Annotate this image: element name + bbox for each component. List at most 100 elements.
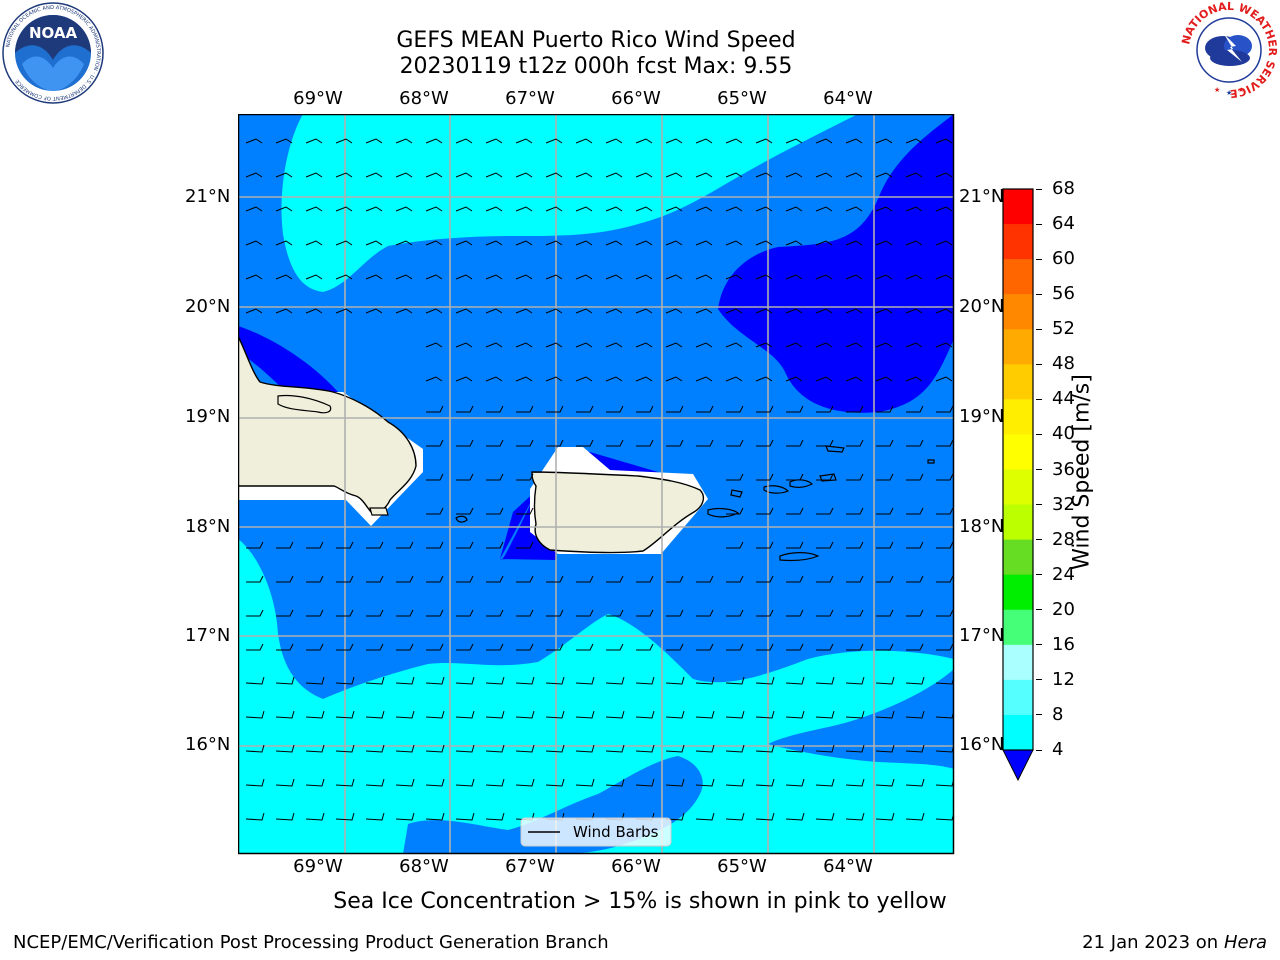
wind-barb xyxy=(365,172,383,178)
wind-barb xyxy=(545,206,563,212)
lon-tick-top-64w: 64°W xyxy=(823,88,873,109)
wind-barb xyxy=(756,439,774,447)
footer-date-text: 21 Jan 2023 on xyxy=(1082,932,1224,953)
wind-barb xyxy=(485,308,503,314)
colorbar-box xyxy=(1003,504,1033,541)
wind-barb xyxy=(546,609,564,617)
lat-tick-right-17n: 17°N xyxy=(959,625,1005,646)
wind-barb xyxy=(845,676,865,685)
wind-barb xyxy=(425,274,443,280)
wind-barb xyxy=(605,240,623,246)
wind-barb xyxy=(396,643,414,651)
wind-barb xyxy=(665,206,683,212)
wind-barb xyxy=(936,473,954,481)
wind-barb xyxy=(425,744,445,753)
footer-date: 21 Jan 2023 on Hera xyxy=(1082,932,1267,953)
wind-barb xyxy=(275,308,293,314)
wind-barb xyxy=(936,507,954,515)
wind-barb xyxy=(395,206,413,212)
wind-barb xyxy=(756,575,774,583)
wind-barb xyxy=(846,609,864,617)
wind-barb xyxy=(425,342,443,348)
wind-barb xyxy=(485,812,505,821)
wind-barb xyxy=(545,274,563,280)
colorbar-tick-label: 68 xyxy=(1052,178,1075,199)
wind-barb xyxy=(635,172,653,178)
colorbar xyxy=(1002,188,1034,782)
wind-barb xyxy=(606,609,624,617)
wind-barb xyxy=(696,643,714,651)
colorbar-tick-mark xyxy=(1036,258,1042,260)
wind-barb xyxy=(785,138,803,144)
wind-barb xyxy=(606,575,624,583)
wind-barb xyxy=(485,744,505,753)
wind-barb xyxy=(276,575,294,583)
wind-barb xyxy=(456,643,474,651)
wind-barb xyxy=(515,744,535,753)
map-title: GEFS MEAN Puerto Rico Wind Speed xyxy=(396,28,796,53)
wind-barb xyxy=(395,138,413,144)
puerto-rico-landmass xyxy=(531,471,705,554)
wind-barb xyxy=(905,778,925,787)
wind-barb xyxy=(336,609,354,617)
wind-barb xyxy=(486,507,504,515)
map-subtitle: 20230119 t12z 000h fcst Max: 9.55 xyxy=(399,54,793,79)
wind-barb xyxy=(935,206,953,212)
wind-barb xyxy=(365,206,383,212)
wind-barb xyxy=(275,240,293,246)
wind-barb xyxy=(365,710,385,719)
wind-barb xyxy=(516,507,534,515)
wind-barb xyxy=(755,308,773,314)
wind-barb xyxy=(755,240,773,246)
wind-barb xyxy=(665,376,683,382)
wind-barb xyxy=(876,507,894,515)
wind-barb xyxy=(906,439,924,447)
wind-barb xyxy=(455,376,473,382)
wind-barb xyxy=(815,206,833,212)
wind-barb xyxy=(396,609,414,617)
wind-barb xyxy=(605,376,623,382)
colorbar-tick-mark xyxy=(1036,539,1042,541)
colorbar-tick-mark xyxy=(1036,293,1042,295)
wind-barb xyxy=(305,240,323,246)
wind-barb xyxy=(845,744,865,753)
wind-barb xyxy=(486,439,504,447)
wind-barb xyxy=(635,206,653,212)
wind-barb xyxy=(786,473,804,481)
wind-barb xyxy=(425,710,445,719)
wind-barb xyxy=(905,710,925,719)
wind-barb xyxy=(425,778,445,787)
wind-barb xyxy=(605,274,623,280)
wind-barb xyxy=(905,138,923,144)
wind-barb xyxy=(786,643,804,651)
wind-barb xyxy=(395,676,415,685)
wind-barb xyxy=(245,744,265,753)
wind-barb xyxy=(366,643,384,651)
wind-barb xyxy=(456,575,474,583)
wind-barb xyxy=(725,710,745,719)
colorbar-tick-label: 48 xyxy=(1052,353,1075,375)
wind-barb xyxy=(845,206,863,212)
wind-barb xyxy=(696,439,714,447)
wind-barb xyxy=(575,240,593,246)
wind-barb xyxy=(605,342,623,348)
wind-barb xyxy=(906,507,924,515)
wind-barb xyxy=(545,778,565,787)
wind-barb xyxy=(906,575,924,583)
wind-band-southeast-4-8 xyxy=(768,669,954,769)
wind-barb xyxy=(455,172,473,178)
wind-barb xyxy=(725,138,743,144)
footer-organization: NCEP/EMC/Verification Post Processing Pr… xyxy=(13,932,609,953)
wind-barb xyxy=(665,308,683,314)
wind-barb xyxy=(426,609,444,617)
wind-barb xyxy=(755,206,773,212)
wind-barb xyxy=(275,138,293,144)
wind-barb xyxy=(816,507,834,515)
wind-barb xyxy=(935,138,953,144)
wind-barb xyxy=(816,609,834,617)
wind-barb xyxy=(456,405,474,413)
wind-barb xyxy=(275,206,293,212)
wind-barb xyxy=(756,609,774,617)
wind-barb xyxy=(726,609,744,617)
wind-barb xyxy=(905,274,923,280)
